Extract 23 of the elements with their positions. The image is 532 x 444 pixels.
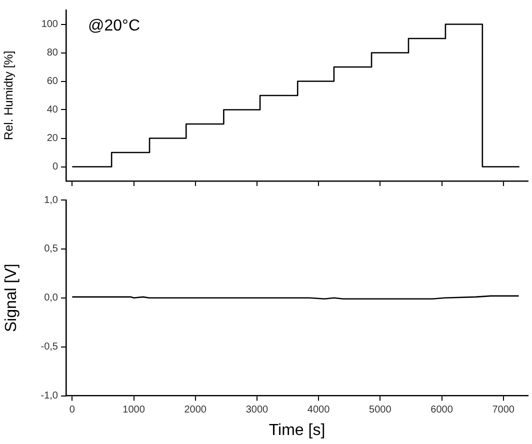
x-tick-label: 7000 — [492, 404, 515, 416]
annotation: @20°C — [88, 17, 140, 34]
y-tick-label: 40 — [46, 104, 58, 116]
y-tick-label: 80 — [46, 48, 58, 58]
x-tick-label: 2000 — [184, 404, 207, 416]
y-tick-label: -1,0 — [40, 390, 58, 402]
x-tick-label: 6000 — [430, 404, 454, 416]
y-tick-label: 0,5 — [44, 244, 58, 255]
x-tick-label: 5000 — [369, 404, 392, 416]
y-axis-title: Signal [V] — [3, 264, 20, 332]
y-tick-label: -0,5 — [40, 342, 58, 353]
y-tick-label: 1,0 — [44, 194, 58, 206]
x-axis-title: Time [s] — [268, 422, 326, 439]
x-tick-label: 1000 — [122, 404, 146, 416]
y-tick-label: 0,0 — [44, 292, 58, 304]
y-tick-label: 100 — [41, 19, 58, 30]
x-tick-label: 3000 — [246, 404, 269, 416]
x-tick-label: 4000 — [307, 404, 330, 416]
x-tick-label: 0 — [69, 404, 76, 416]
y-tick-label: 20 — [46, 133, 58, 144]
y-tick-label: 0 — [52, 162, 58, 172]
y-tick-label: 60 — [46, 76, 58, 87]
y-axis-title: Rel. Humidty [%] — [2, 50, 16, 140]
